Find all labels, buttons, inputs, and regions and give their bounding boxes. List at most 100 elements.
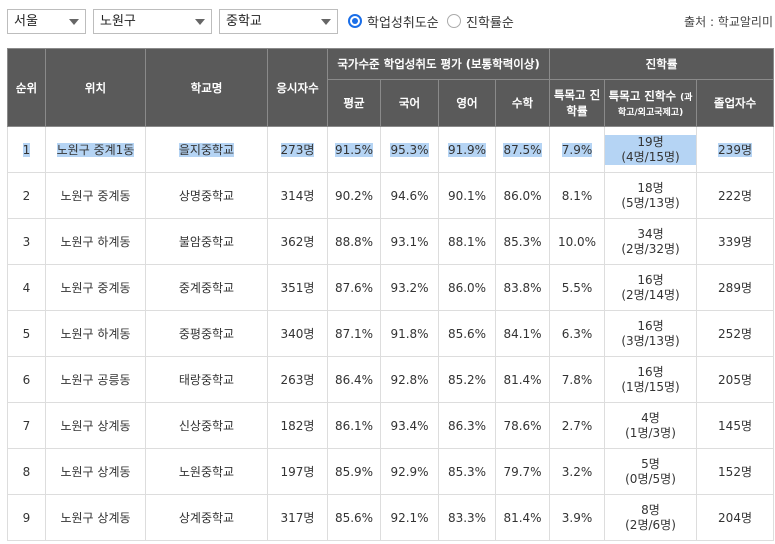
cell-kor: 94.6% — [380, 172, 439, 219]
cell-count: 16명 (1명/15명) — [604, 356, 698, 403]
table-row[interactable]: 1 노원구 중계1동 을지중학교 273명 91.5% 95.3% 91.9% 87.5% 7.… — [7, 126, 775, 173]
cell-count: 4명 (1명/3명) — [604, 402, 698, 449]
kor-value: 91.8% — [390, 326, 429, 341]
table-row[interactable]: 9 노원구 상계동 상계중학교 317명 85.6% 92.1% 83.3% 81.4% 3.9… — [7, 494, 775, 541]
cell-school: 노원중학교 — [145, 448, 268, 495]
cell-takers: 197명 — [267, 448, 328, 495]
grads-value: 152명 — [718, 465, 752, 479]
takers-value: 340명 — [280, 327, 315, 341]
takers-value: 351명 — [280, 281, 315, 295]
school-ranking-table: 순위 위치 학교명 응시자수 국가수준 학업성취도 평가 (보통학력이상) 진학… — [7, 48, 775, 541]
special-count-value: 5명 — [641, 456, 660, 471]
kor-value: 93.4% — [390, 418, 429, 433]
avg-value: 86.1% — [334, 418, 374, 433]
cell-takers: 362명 — [267, 218, 328, 265]
special-count-detail: (2명/32명) — [621, 241, 680, 256]
rank-value: 5 — [22, 326, 31, 341]
kor-value: 95.3% — [390, 142, 429, 157]
table-row[interactable]: 2 노원구 중계동 상명중학교 314명 90.2% 94.6% 90.1% 86.0% 8.1… — [7, 172, 775, 219]
cell-avg: 87.1% — [327, 310, 381, 357]
table-row[interactable]: 6 노원구 공릉동 태랑중학교 263명 86.4% 92.8% 85.2% 81.4% 7.8… — [7, 356, 775, 403]
cell-school: 신상중학교 — [145, 402, 268, 449]
cell-rank: 5 — [7, 310, 46, 357]
cell-rank: 8 — [7, 448, 46, 495]
cell-math: 85.3% — [494, 218, 551, 265]
region-select[interactable]: 서울 — [7, 9, 86, 34]
kor-value: 92.8% — [390, 372, 429, 387]
location-value: 노원구 상계동 — [60, 465, 131, 479]
cell-location: 노원구 하계동 — [45, 218, 146, 265]
kor-value: 92.1% — [390, 510, 429, 525]
avg-value: 91.5% — [334, 142, 374, 157]
cell-kor: 92.8% — [380, 356, 439, 403]
cell-school: 중계중학교 — [145, 264, 268, 311]
table-row[interactable]: 7 노원구 상계동 신상중학교 182명 86.1% 93.4% 86.3% 78.6% 2.7… — [7, 402, 775, 449]
chevron-down-icon — [321, 19, 331, 25]
table-row[interactable]: 5 노원구 하계동 중평중학교 340명 87.1% 91.8% 85.6% 84.1% 6.3… — [7, 310, 775, 357]
rate-value: 6.3% — [561, 326, 593, 341]
location-value: 노원구 하계동 — [60, 235, 131, 249]
table-row[interactable]: 3 노원구 하계동 불암중학교 362명 88.8% 93.1% 88.1% 85.3% 10.… — [7, 218, 775, 265]
cell-location: 노원구 중계1동 — [45, 126, 146, 173]
special-count-detail: (3명/13명) — [621, 333, 680, 348]
cell-kor: 93.2% — [380, 264, 439, 311]
cell-rate: 7.9% — [549, 126, 606, 173]
cell-takers: 351명 — [267, 264, 328, 311]
cell-grads: 152명 — [696, 448, 775, 495]
math-value: 81.4% — [503, 510, 542, 525]
avg-value: 85.9% — [334, 464, 374, 479]
radio-unchecked-icon[interactable] — [447, 14, 461, 28]
cell-count: 16명 (3명/13명) — [604, 310, 698, 357]
cell-eng: 86.3% — [438, 402, 496, 449]
rate-value: 8.1% — [561, 188, 593, 203]
cell-takers: 263명 — [267, 356, 328, 403]
header-advancement: 진학률 — [549, 48, 775, 80]
math-value: 78.6% — [503, 418, 542, 433]
cell-math: 81.4% — [494, 356, 551, 403]
cell-takers: 317명 — [267, 494, 328, 541]
district-select[interactable]: 노원구 — [93, 9, 212, 34]
eng-value: 85.2% — [447, 372, 487, 387]
cell-school: 상명중학교 — [145, 172, 268, 219]
special-count-value: 16명 — [637, 318, 664, 333]
takers-value: 263명 — [280, 373, 315, 387]
cell-avg: 86.1% — [327, 402, 381, 449]
special-count-detail: (1명/3명) — [625, 425, 676, 440]
grads-value: 289명 — [718, 281, 752, 295]
location-value: 노원구 공릉동 — [60, 373, 131, 387]
math-value: 87.5% — [503, 142, 542, 157]
cell-rate: 6.3% — [549, 310, 606, 357]
table-row[interactable]: 4 노원구 중계동 중계중학교 351명 87.6% 93.2% 86.0% 83.8% 5.5… — [7, 264, 775, 311]
takers-value: 314명 — [280, 189, 315, 203]
eng-value: 91.9% — [447, 142, 487, 157]
cell-eng: 85.2% — [438, 356, 496, 403]
math-value: 79.7% — [503, 464, 542, 479]
header-national-assessment: 국가수준 학업성취도 평가 (보통학력이상) — [326, 48, 551, 80]
cell-avg: 88.8% — [327, 218, 381, 265]
cell-school: 불암중학교 — [145, 218, 268, 265]
region-select-value: 서울 — [14, 14, 38, 29]
cell-rate: 7.8% — [549, 356, 606, 403]
cell-grads: 204명 — [696, 494, 775, 541]
cell-rank: 6 — [7, 356, 46, 403]
sort-achievement-radio[interactable]: 학업성취도순 — [348, 10, 439, 32]
table-row[interactable]: 8 노원구 상계동 노원중학교 197명 85.9% 92.9% 85.3% 79.7% 3.2… — [7, 448, 775, 495]
special-count-value: 18명 — [637, 180, 664, 195]
cell-location: 노원구 상계동 — [45, 494, 146, 541]
school-type-select[interactable]: 중학교 — [219, 9, 338, 34]
school-value: 노원중학교 — [178, 465, 235, 479]
grads-value: 252명 — [718, 327, 752, 341]
cell-kor: 93.1% — [380, 218, 439, 265]
header-avg: 평균 — [327, 79, 381, 127]
radio-checked-icon[interactable] — [348, 14, 362, 28]
cell-rate: 3.9% — [549, 494, 606, 541]
sort-advancement-radio[interactable]: 진학률순 — [447, 10, 514, 32]
cell-count: 19명 (4명/15명) — [604, 126, 698, 173]
cell-school: 을지중학교 — [145, 126, 268, 173]
cell-avg: 90.2% — [327, 172, 381, 219]
math-value: 86.0% — [503, 188, 542, 203]
takers-value: 182명 — [280, 419, 315, 433]
cell-math: 81.4% — [494, 494, 551, 541]
cell-location: 노원구 중계동 — [45, 172, 146, 219]
location-value: 노원구 중계동 — [60, 189, 131, 203]
